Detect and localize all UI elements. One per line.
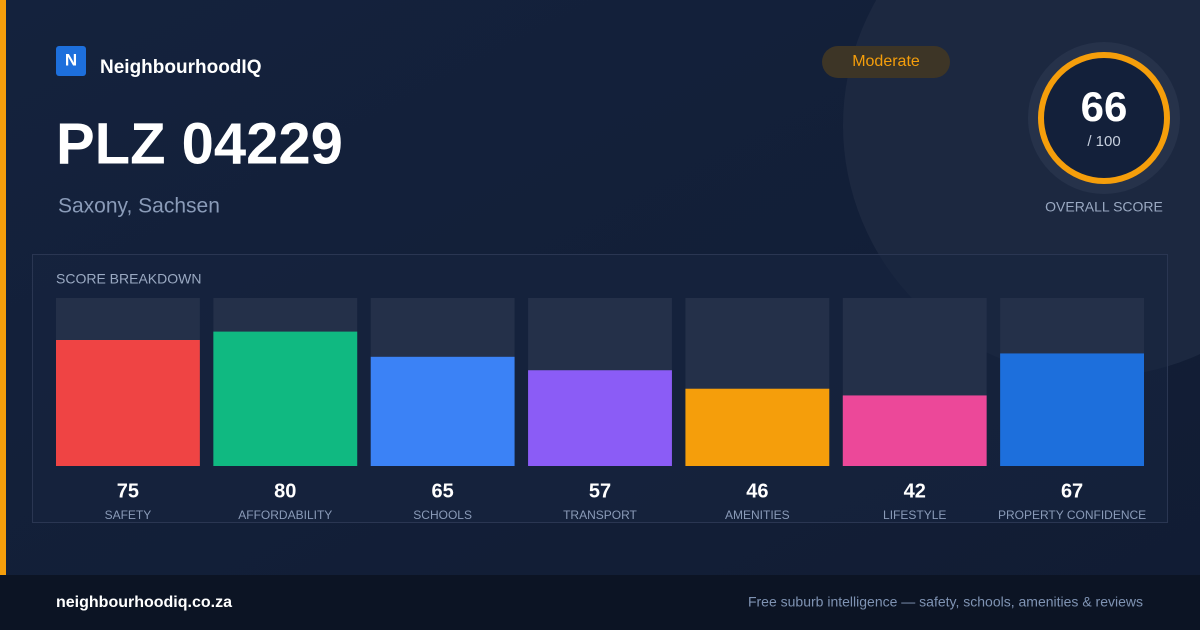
bar-label: AFFORDABILITY — [238, 508, 332, 522]
chart-title: SCORE BREAKDOWN — [56, 271, 201, 287]
footer-tagline: Free suburb intelligence — safety, schoo… — [748, 594, 1143, 610]
bar-label: SAFETY — [105, 508, 152, 522]
score-ring — [1038, 52, 1170, 184]
bar-label: SCHOOLS — [413, 508, 472, 522]
badge — [822, 46, 950, 78]
bar-label: AMENITIES — [725, 508, 790, 522]
score-label: OVERALL SCORE — [1045, 199, 1163, 215]
bar-value: 65 — [432, 480, 454, 502]
logo-letter: N — [65, 50, 77, 69]
bar — [1000, 353, 1144, 466]
bar-value: 57 — [589, 480, 611, 502]
footer-site: neighbourhoodiq.co.za — [56, 594, 232, 611]
logo — [56, 46, 86, 76]
bar — [842, 395, 987, 466]
bar-value: 42 — [904, 480, 926, 502]
subtitle: Saxony, Sachsen — [58, 195, 220, 218]
title: PLZ 04229 — [56, 111, 343, 176]
score-value: 66 — [1081, 83, 1128, 130]
bar-label: PROPERTY CONFIDENCE — [998, 508, 1146, 522]
score-max: / 100 — [1087, 133, 1120, 150]
bar-value: 75 — [117, 480, 139, 502]
bar-value: 80 — [274, 480, 296, 502]
bar — [56, 340, 200, 466]
bar-value: 67 — [1061, 480, 1083, 502]
footer — [0, 575, 1200, 630]
bar — [685, 388, 830, 466]
brand-name: NeighbourhoodIQ — [100, 57, 261, 78]
bar — [370, 356, 515, 466]
bar-value: 46 — [746, 480, 768, 502]
bar-label: LIFESTYLE — [883, 508, 946, 522]
bar-label: TRANSPORT — [563, 508, 637, 522]
accent-stripe — [0, 0, 6, 575]
badge-text: Moderate — [852, 53, 920, 70]
bar — [213, 331, 358, 466]
bar — [528, 370, 672, 466]
